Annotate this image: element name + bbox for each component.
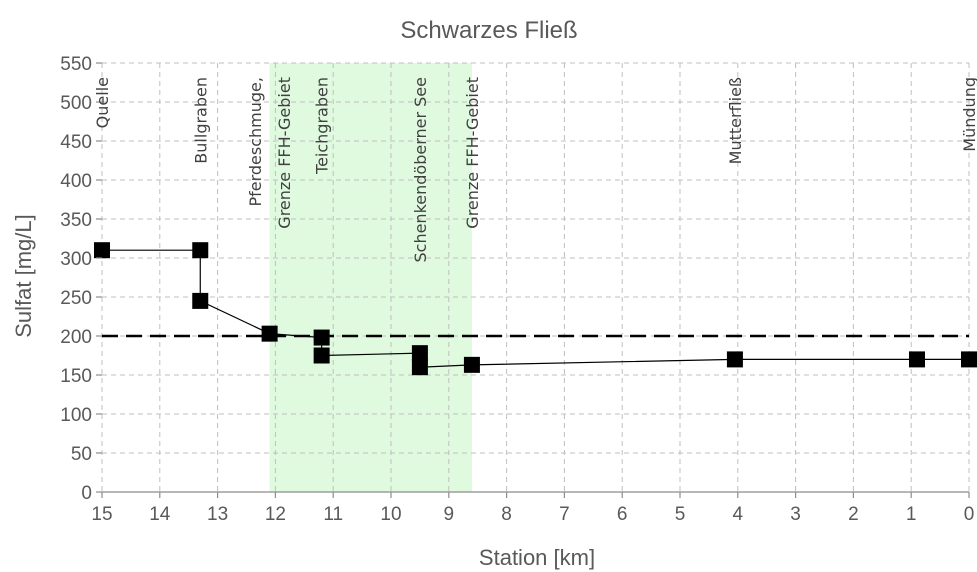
station-annotation: Teichgraben	[313, 77, 332, 175]
data-point	[726, 351, 743, 368]
y-tick-label: 300	[60, 249, 92, 270]
data-point	[192, 242, 209, 259]
y-tick-label: 150	[60, 366, 92, 387]
x-tick-label: 0	[964, 504, 975, 525]
y-tick-label: 450	[60, 132, 92, 153]
y-tick-label: 200	[60, 327, 92, 348]
x-tick-label: 10	[380, 504, 401, 525]
data-point	[961, 351, 977, 368]
y-tick-label: 500	[60, 93, 92, 114]
station-annotation: Pferdeschmuge,	[246, 77, 265, 207]
x-tick-label: 1	[906, 504, 917, 525]
x-tick-label: 2	[848, 504, 859, 525]
x-tick-label: 14	[149, 504, 171, 525]
station-annotation: Quelle	[93, 77, 112, 128]
y-tick-label: 250	[60, 288, 92, 309]
y-tick-label: 400	[60, 171, 92, 192]
x-tick-label: 13	[207, 504, 228, 525]
y-tick-label: 100	[60, 405, 92, 426]
x-tick-label: 3	[790, 504, 801, 525]
data-point	[261, 325, 278, 342]
data-point	[411, 345, 428, 362]
station-annotation: Grenze FFH-Gebiet	[275, 77, 294, 229]
station-annotation: Schenkendöberner See	[411, 77, 430, 263]
y-tick-label: 550	[60, 54, 92, 75]
y-tick-label: 350	[60, 210, 92, 231]
x-tick-label: 9	[444, 504, 455, 525]
y-axis-title: Sulfat [mg/L]	[11, 214, 36, 338]
x-tick-label: 15	[91, 504, 112, 525]
data-point	[908, 351, 925, 368]
data-point	[192, 292, 209, 309]
station-annotation: Mutterfließ	[726, 77, 745, 164]
data-point	[94, 242, 110, 259]
x-tick-label: 8	[501, 504, 512, 525]
x-tick-label: 4	[733, 504, 744, 525]
ffh-area-band	[269, 63, 472, 492]
x-axis-title: Station [km]	[479, 545, 595, 570]
x-tick-label: 7	[559, 504, 570, 525]
station-annotation: Bullgraben	[191, 77, 210, 164]
data-point	[463, 356, 480, 373]
data-point	[313, 329, 330, 346]
x-tick-label: 12	[265, 504, 286, 525]
station-annotation: Mündung	[960, 77, 977, 152]
y-tick-label: 0	[81, 483, 92, 504]
data-point	[411, 359, 428, 376]
chart-title: Schwarzes Fließ	[400, 17, 577, 44]
x-tick-label: 6	[617, 504, 628, 525]
x-tick-label: 5	[675, 504, 686, 525]
x-tick-label: 11	[323, 504, 343, 525]
y-tick-label: 50	[71, 444, 92, 465]
series-line	[102, 249, 969, 368]
data-point	[313, 347, 330, 364]
station-annotation: Grenze FFH-Gebiet	[463, 77, 482, 229]
